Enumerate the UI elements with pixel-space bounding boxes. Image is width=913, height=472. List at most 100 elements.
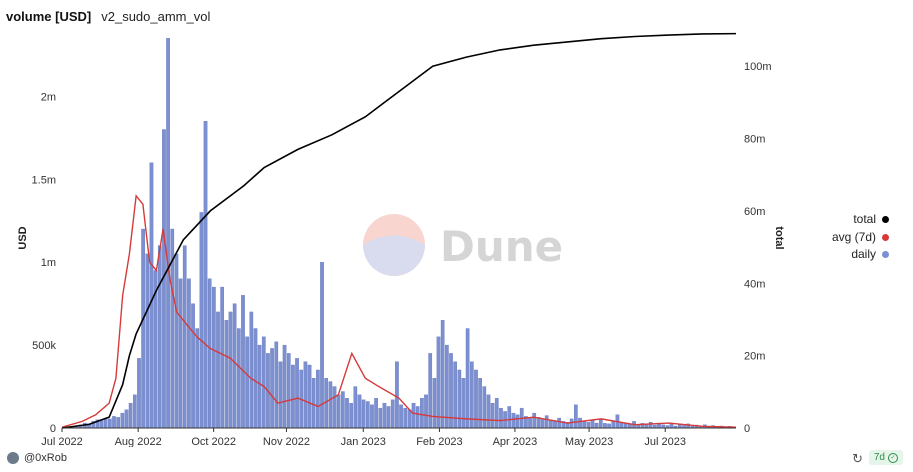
x-tick-label: Apr 2023 [493,436,538,447]
daily-bar [378,407,383,429]
daily-bar [187,278,191,429]
dune-watermark: Dune [363,214,563,276]
x-tick-label: Aug 2022 [115,436,162,447]
daily-bar [469,361,474,429]
x-tick-label: Feb 2023 [416,436,462,447]
daily-bar [499,407,503,429]
daily-bar [357,394,362,429]
daily-bar [648,422,653,429]
daily-bar [399,404,403,429]
daily-bar [191,303,195,429]
x-tick-label: Jan 2023 [341,436,386,447]
legend-item-avg[interactable]: avg (7d) [832,229,889,247]
daily-bar [407,409,412,429]
daily-bar [415,406,420,429]
daily-bar [311,378,316,429]
daily-bar [236,328,241,429]
y2-tick-label: 80m [744,134,765,146]
daily-bar [611,421,616,429]
daily-bar [316,369,320,429]
daily-bar [145,253,150,429]
legend-dot-total [882,216,889,224]
daily-bar [507,406,512,429]
legend-dot-avg [882,233,889,241]
daily-bar [128,402,133,429]
daily-bar [341,391,345,429]
daily-bar [286,353,291,429]
legend-item-total[interactable]: total [832,211,889,229]
daily-bar [216,311,220,429]
y2-tick-label: 20m [744,351,765,363]
daily-bar [586,422,591,429]
daily-bar [149,162,154,429]
daily-bar [528,417,532,429]
daily-bar [108,418,112,429]
daily-bar [249,311,254,429]
daily-bar [395,361,399,429]
daily-bar [457,369,462,429]
refresh-icon[interactable]: ↻ [852,451,863,466]
y-tick-label: 0 [50,423,56,435]
check-icon: ✓ [888,452,898,463]
legend-label-daily: daily [851,247,876,261]
daily-bar [603,423,607,429]
daily-bar [232,303,237,429]
daily-bar [598,419,603,429]
y2-tick-label: 60m [744,206,765,218]
daily-bar [432,378,437,429]
daily-bar [403,407,408,429]
daily-bar [157,245,162,429]
chart-header: volume [USD] v2_sudo_amm_vol [6,6,210,26]
daily-bar [511,412,516,429]
daily-bar [445,344,449,429]
daily-bar [490,402,495,429]
daily-bar [336,394,341,429]
daily-bar [374,397,378,429]
daily-bar [141,228,145,429]
daily-bar [465,328,470,429]
daily-bar [120,412,125,429]
daily-bar [295,358,299,429]
daily-bar [578,417,582,429]
daily-bar [182,245,187,429]
x-tick-label: May 2023 [565,436,613,447]
daily-bar [224,320,229,429]
daily-bar [569,418,574,429]
legend-label-total: total [853,212,876,226]
daily-bar [365,401,370,429]
y-tick-label: 1.5m [32,174,56,186]
daily-bar [345,397,349,429]
daily-bar [195,328,200,429]
volume-chart: Dune 0 500k 1m 1.5m 2m 0 20m 40m 60m 80m 100m USD to… [17,32,785,447]
refresh-interval-badge[interactable]: 7d ✓ [868,450,903,465]
daily-bar [116,417,120,429]
daily-bar [137,358,141,429]
watermark-text: Dune [440,222,563,271]
daily-bar [241,295,245,429]
daily-bar [257,344,262,429]
daily-bar [303,361,308,429]
daily-bar [361,399,366,429]
daily-bar [590,420,595,429]
legend-label-avg: avg (7d) [831,229,876,244]
daily-bar [270,348,274,429]
daily-bar [486,394,491,429]
daily-bar [449,353,453,429]
author-link[interactable]: @0xRob [7,452,67,464]
y2-tick-label: 40m [744,278,765,290]
legend-item-daily[interactable]: daily [832,246,889,264]
daily-bar [212,286,216,429]
daily-bar [644,424,649,429]
legend-dot-daily [882,251,889,259]
daily-bar [124,409,129,429]
daily-bar [461,378,466,429]
daily-bar [261,336,266,429]
daily-bar [657,423,661,429]
daily-bar [332,386,337,429]
x-tick-label: Nov 2022 [263,436,310,447]
author-name: @0xRob [24,452,67,464]
daily-bar [390,399,395,429]
daily-bar [132,394,137,429]
daily-bar [424,394,428,429]
daily-bar [544,415,549,429]
